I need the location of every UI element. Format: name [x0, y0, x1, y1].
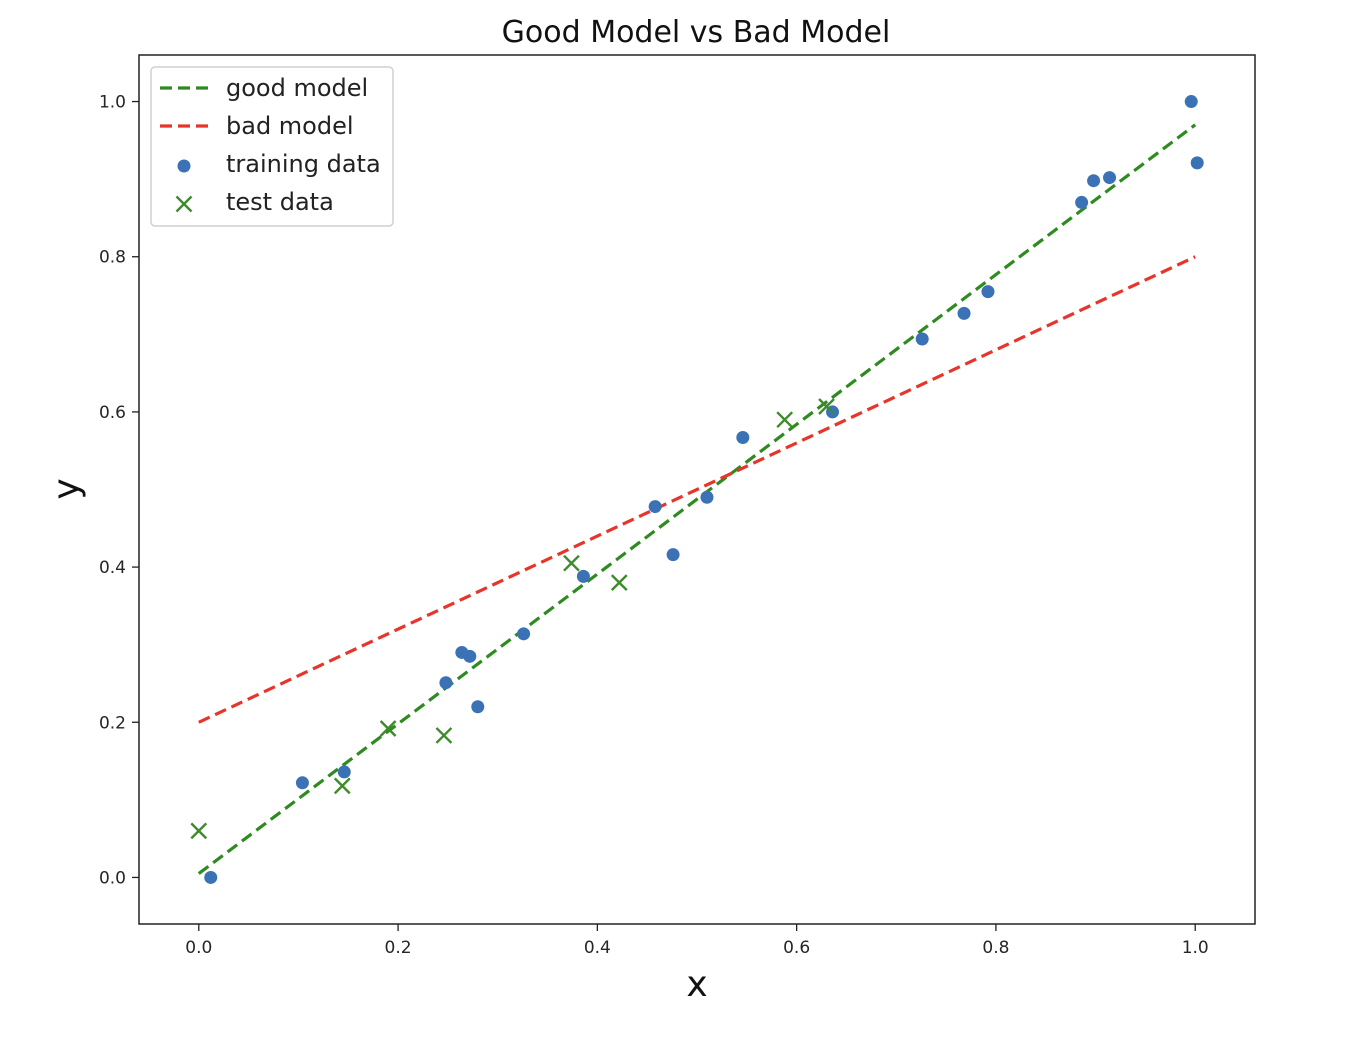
test-data-point: [610, 574, 628, 591]
training-data-point: [700, 490, 714, 504]
training-data-point: [1075, 195, 1089, 209]
test-data-point: [435, 727, 453, 744]
training-data-point: [981, 285, 995, 299]
x-tick-label: 0.8: [982, 938, 1009, 958]
legend-item: bad model: [160, 112, 354, 140]
training-data-point: [957, 306, 971, 320]
good-model-line: [197, 123, 1197, 875]
bad-model-line: [198, 255, 1196, 724]
training-data-point: [517, 627, 531, 641]
training-data-point: [337, 765, 351, 779]
test-data-point: [190, 822, 208, 840]
x-axis-label: x: [686, 964, 707, 1005]
training-data-point: [1184, 95, 1198, 109]
training-data-point: [204, 870, 218, 884]
training-data-point: [736, 431, 750, 445]
y-tick-label: 0.8: [99, 248, 126, 268]
test-data-point: [776, 411, 794, 429]
legend-x-swatch: [175, 195, 193, 213]
x-tick-label: 0.0: [185, 938, 212, 958]
training-data-point: [1103, 171, 1117, 185]
training-data-point: [1087, 174, 1101, 188]
test-data-point: [563, 554, 580, 572]
x-axis-ticks: 0.0 0.2 0.4 0.6 0.8 1.0: [185, 924, 1209, 958]
y-axis-ticks: 0.0 0.2 0.4 0.6 0.8 1.0: [99, 93, 139, 888]
training-data-point: [463, 649, 477, 663]
training-data-point: [471, 700, 485, 714]
chart-title: Good Model vs Bad Model: [502, 15, 891, 50]
legend-box: [150, 66, 394, 227]
training-data-point: [915, 332, 929, 346]
legend-items: good model bad model training data test dat…: [160, 74, 381, 216]
legend-label: test data: [226, 188, 334, 216]
y-tick-label: 0.2: [99, 713, 126, 733]
training-data-point: [295, 776, 309, 790]
legend-label: good model: [226, 74, 368, 102]
data-points: [190, 95, 1204, 884]
y-tick-label: 0.0: [99, 868, 126, 888]
x-tick-label: 0.2: [385, 938, 412, 958]
test-data-point: [333, 777, 351, 795]
y-tick-label: 0.6: [99, 403, 126, 423]
legend-item: training data: [177, 150, 381, 178]
legend-item: test data: [175, 188, 334, 216]
training-data-point: [439, 676, 453, 690]
training-data-point: [648, 500, 662, 514]
legend-label: training data: [226, 150, 381, 178]
x-tick-label: 1.0: [1182, 938, 1209, 958]
training-data-point: [1190, 156, 1204, 170]
legend-circle-swatch: [177, 159, 191, 173]
test-data-point: [818, 398, 835, 415]
x-tick-label: 0.4: [584, 938, 611, 958]
y-tick-label: 0.4: [99, 558, 126, 578]
training-data-point: [576, 569, 590, 583]
legend-item: good model: [160, 74, 368, 102]
y-tick-label: 1.0: [99, 93, 126, 113]
test-data-point: [379, 720, 397, 737]
training-data-point: [666, 548, 680, 562]
y-axis-label: y: [46, 478, 87, 499]
x-tick-label: 0.6: [783, 938, 810, 958]
legend-label: bad model: [226, 112, 354, 140]
legend: good model bad model training data test dat…: [150, 66, 394, 227]
model-lines: [197, 123, 1197, 875]
